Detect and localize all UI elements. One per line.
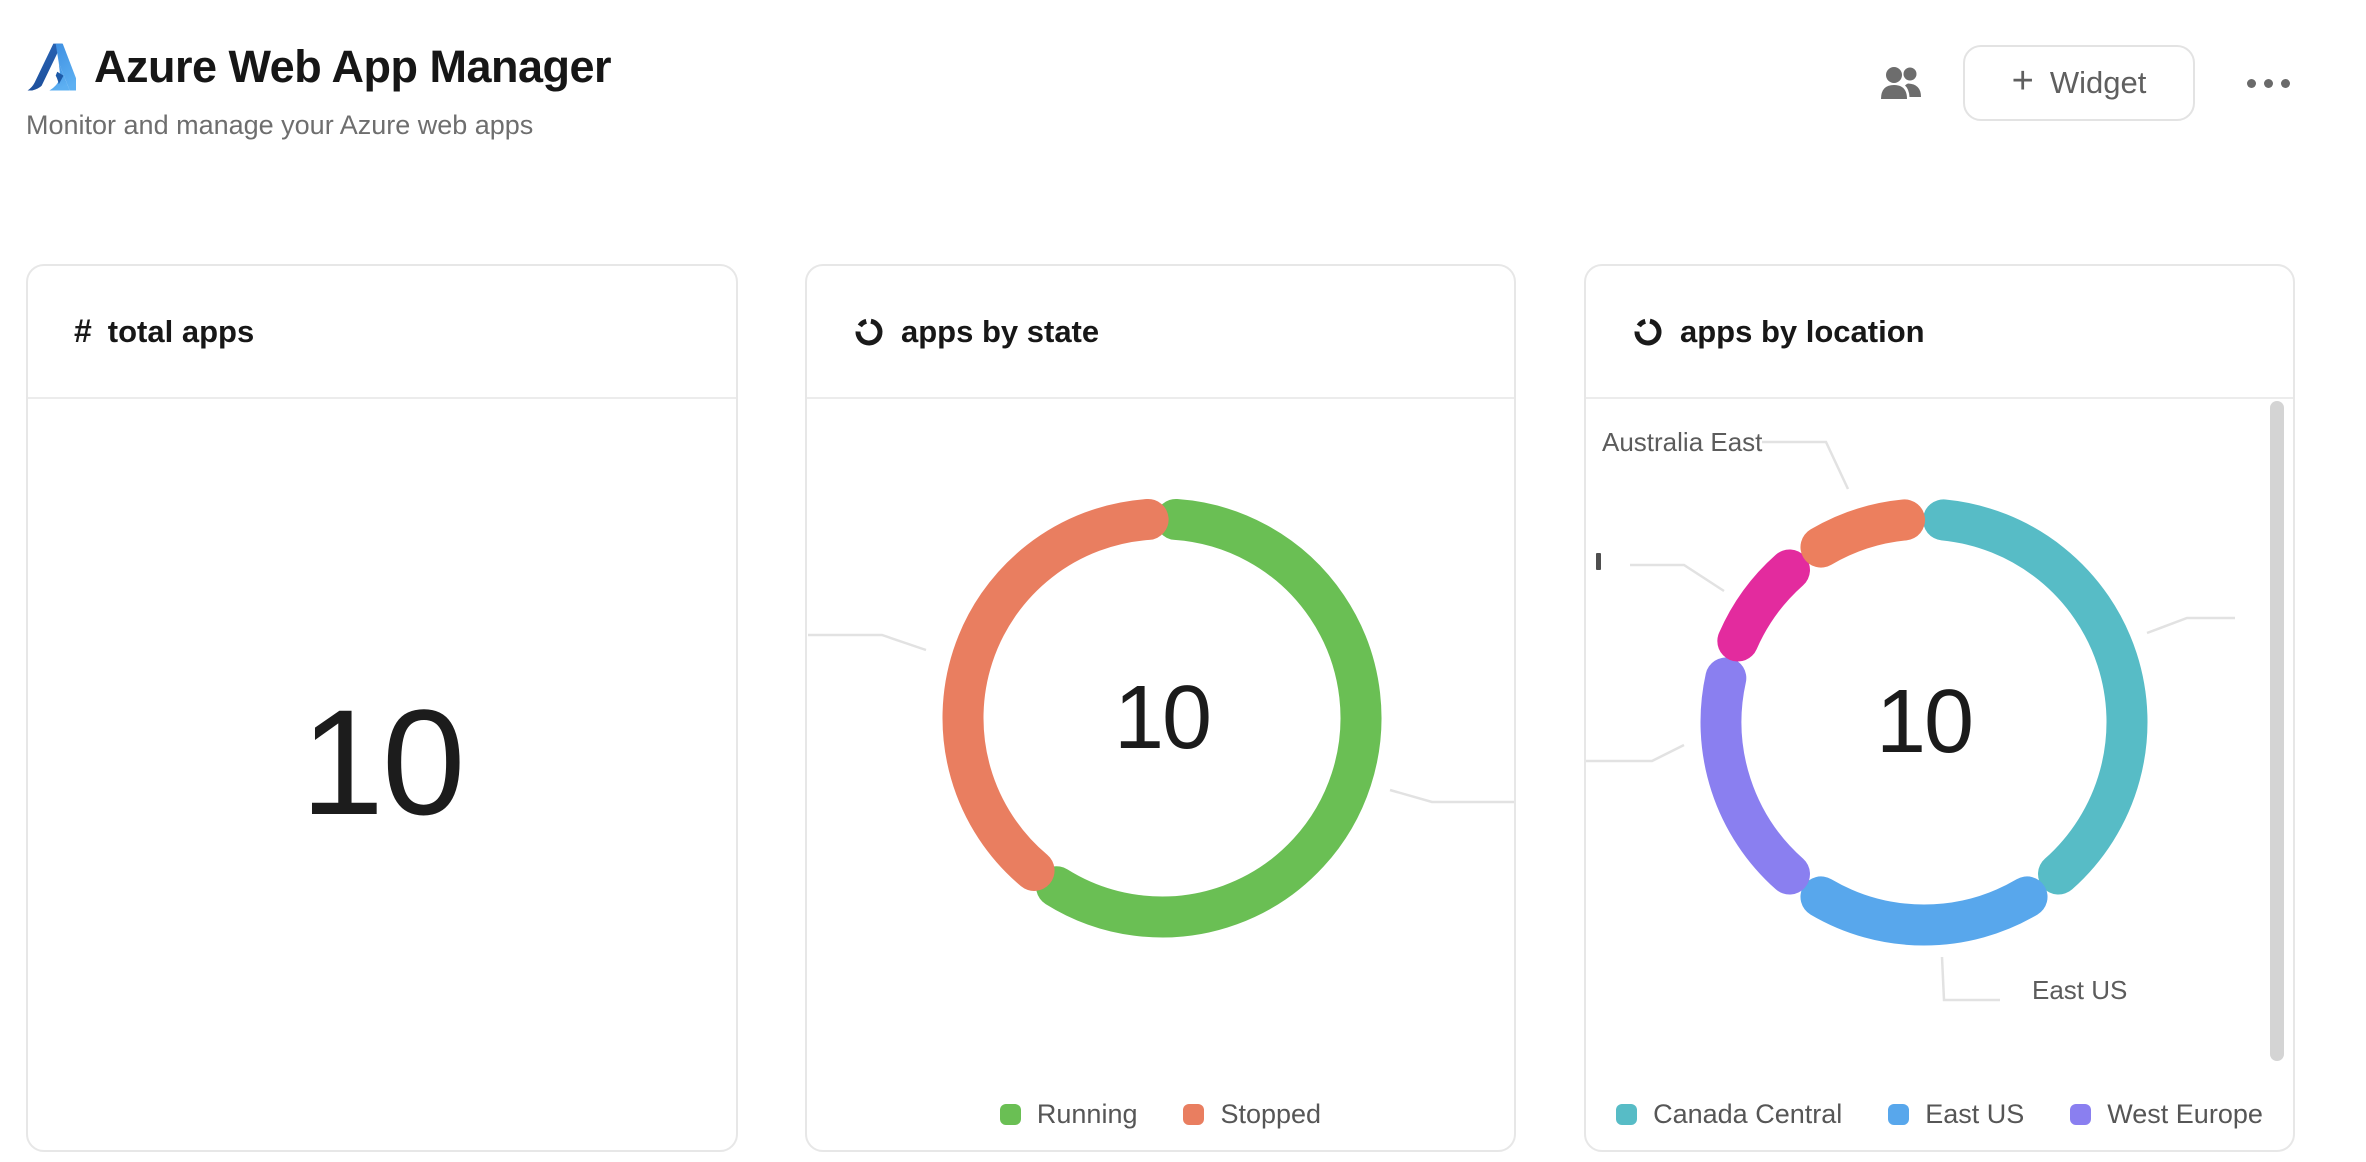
leader-line-australia-east <box>1762 440 1850 490</box>
leader-line-west-europe <box>1586 743 1685 763</box>
legend-item-east-us[interactable]: East US <box>1888 1099 2024 1130</box>
state-legend: Running Stopped <box>807 1099 1514 1130</box>
leader-line-east-us <box>1940 956 2000 1002</box>
donut-chart-icon <box>855 318 883 345</box>
leader-line-canada-central <box>2146 616 2235 635</box>
clipped-label-fragment <box>1596 553 1601 570</box>
leader-line-clipped-left <box>1630 563 1725 593</box>
west-europe-swatch <box>2070 1104 2092 1125</box>
app-header: Azure Web App Manager Monitor and manage… <box>26 40 2340 141</box>
location-donut-total: 10 <box>1875 672 1974 772</box>
legend-item-canada-central[interactable]: Canada Central <box>1616 1099 1842 1130</box>
leader-line-stopped <box>808 633 927 652</box>
card-total-apps: # total apps 10 <box>26 264 738 1152</box>
donut-chart-icon <box>1634 318 1662 345</box>
page-title: Azure Web App Manager <box>94 41 612 92</box>
hash-icon: # <box>74 313 92 349</box>
header-actions: + Widget <box>1879 45 2300 121</box>
card-total-apps-header: # total apps <box>28 266 736 399</box>
card-apps-by-state-header: apps by state <box>807 266 1514 399</box>
card-apps-by-location-header: apps by location <box>1586 266 2293 399</box>
leader-line-running <box>1389 788 1514 804</box>
azure-logo-icon <box>27 43 76 91</box>
stopped-swatch <box>1183 1104 1205 1125</box>
card-apps-by-location: apps by location 10 Australia East East … <box>1584 264 2295 1152</box>
callout-australia-east: Australia East <box>1602 427 1763 457</box>
donut-segment[interactable] <box>1922 499 2148 895</box>
page-subtitle: Monitor and manage your Azure web apps <box>26 110 534 140</box>
legend-item-running[interactable]: Running <box>999 1099 1137 1130</box>
legend-item-stopped[interactable]: Stopped <box>1183 1099 1321 1130</box>
running-swatch <box>999 1104 1021 1125</box>
add-widget-button[interactable]: + Widget <box>1963 45 2195 121</box>
donut-segment[interactable] <box>1036 498 1382 938</box>
legend-item-west-europe[interactable]: West Europe <box>2070 1099 2263 1130</box>
card-apps-by-state: apps by state 10 Running Stopped <box>805 264 1516 1152</box>
location-legend: Canada Central East US West Europe <box>1586 1099 2293 1130</box>
location-donut-chart <box>1586 440 2235 1002</box>
total-apps-value: 10 <box>300 678 466 846</box>
east-us-swatch <box>1888 1104 1910 1125</box>
donut-segment[interactable] <box>1800 499 1926 568</box>
donut-segment[interactable] <box>1717 549 1810 662</box>
people-icon[interactable] <box>1879 66 1923 100</box>
donut-segment[interactable] <box>942 498 1169 891</box>
more-options-icon[interactable] <box>2237 69 2300 98</box>
callout-east-us: East US <box>2032 975 2128 1005</box>
card-title: apps by state <box>901 313 1100 349</box>
state-donut-total: 10 <box>1113 668 1212 768</box>
donut-segment[interactable] <box>1800 876 2048 946</box>
vertical-scrollbar[interactable] <box>2270 401 2284 1061</box>
state-donut-chart <box>808 498 1514 938</box>
canada-central-swatch <box>1616 1104 1638 1125</box>
card-title: apps by location <box>1680 313 1925 349</box>
donut-segment[interactable] <box>1700 657 1810 895</box>
card-title: total apps <box>107 313 255 349</box>
plus-icon: + <box>2011 60 2034 102</box>
